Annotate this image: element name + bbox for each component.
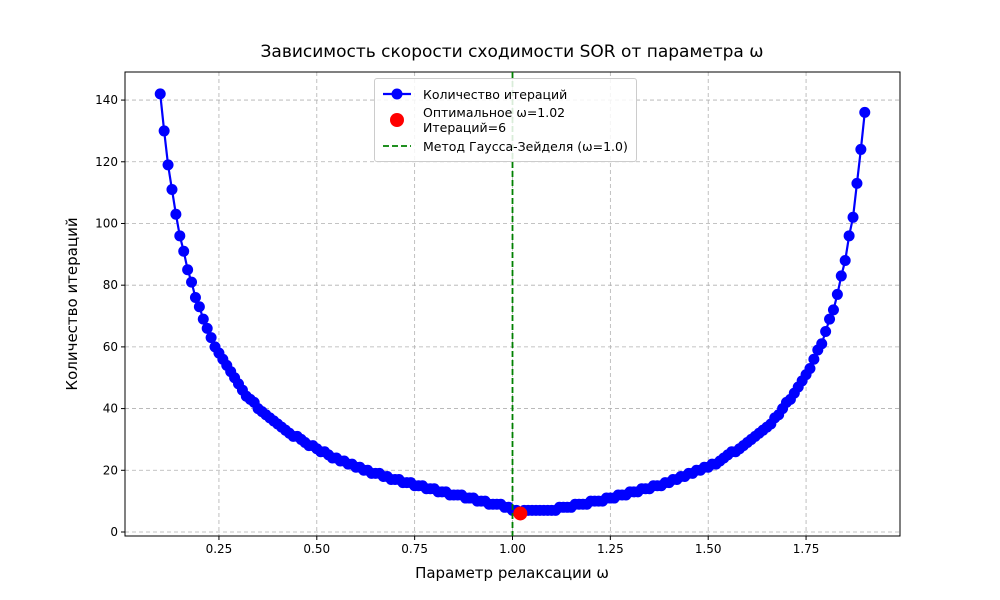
x-tick-label: 1.25 [597,542,624,556]
data-point [158,125,170,137]
data-point [835,270,847,282]
data-point [154,88,166,100]
legend: Количество итераций Оптимальное ω=1.02 Ит… [374,78,637,162]
data-point [851,177,863,189]
x-tick-label: 0.25 [206,542,233,556]
optimum-point [513,506,528,521]
y-tick-label: 120 [95,155,118,169]
data-point [855,143,867,155]
data-point [820,325,832,337]
data-point [827,304,839,316]
data-point [843,230,855,242]
legend-symbol [383,88,411,100]
legend-entry: Количество итераций [381,85,628,103]
data-point [193,301,205,313]
legend-label: Метод Гаусса-Зейделя (ω=1.0) [423,138,628,154]
data-point [178,245,190,257]
data-point [170,208,182,220]
data-point [808,353,820,365]
legend-symbol [390,113,404,127]
y-tick-label: 0 [110,525,118,539]
x-tick-label: 1.00 [499,542,526,556]
data-point [166,184,178,196]
data-point [174,230,186,242]
data-point [804,362,816,374]
legend-label: Оптимальное ω=1.02 Итераций=6 [423,105,566,135]
data-point [824,313,836,325]
x-tick-label: 0.75 [401,542,428,556]
data-point [162,159,174,171]
y-tick-label: 100 [95,216,118,230]
chart-title: Зависимость скорости сходимости SOR от п… [261,42,764,62]
y-axis-label: Количество итераций [63,217,81,390]
x-tick-label: 1.50 [695,542,722,556]
data-point [859,106,871,118]
data-point [182,264,194,276]
data-point [831,288,843,300]
legend-entry: Оптимальное ω=1.02 Итераций=6 [381,105,628,135]
data-point [201,322,213,334]
legend-entry: Метод Гаусса-Зейделя (ω=1.0) [381,137,628,155]
y-tick-label: 40 [103,402,118,416]
y-tick-label: 140 [95,93,118,107]
y-tick-label: 20 [103,463,118,477]
data-point [839,255,851,266]
data-point [186,276,198,288]
data-point [189,292,201,304]
data-point [847,211,859,223]
legend-marker [391,88,403,100]
legend-symbol [383,145,411,147]
y-tick-label: 60 [103,340,118,354]
x-tick-label: 1.75 [793,542,820,556]
legend-marker [390,113,404,127]
x-axis-label: Параметр релаксации ω [415,564,609,582]
data-point [816,338,828,350]
x-tick-label: 0.50 [303,542,330,556]
data-point [197,313,209,325]
y-tick-label: 80 [103,278,118,292]
legend-label: Количество итераций [423,86,568,102]
data-point [205,332,217,344]
